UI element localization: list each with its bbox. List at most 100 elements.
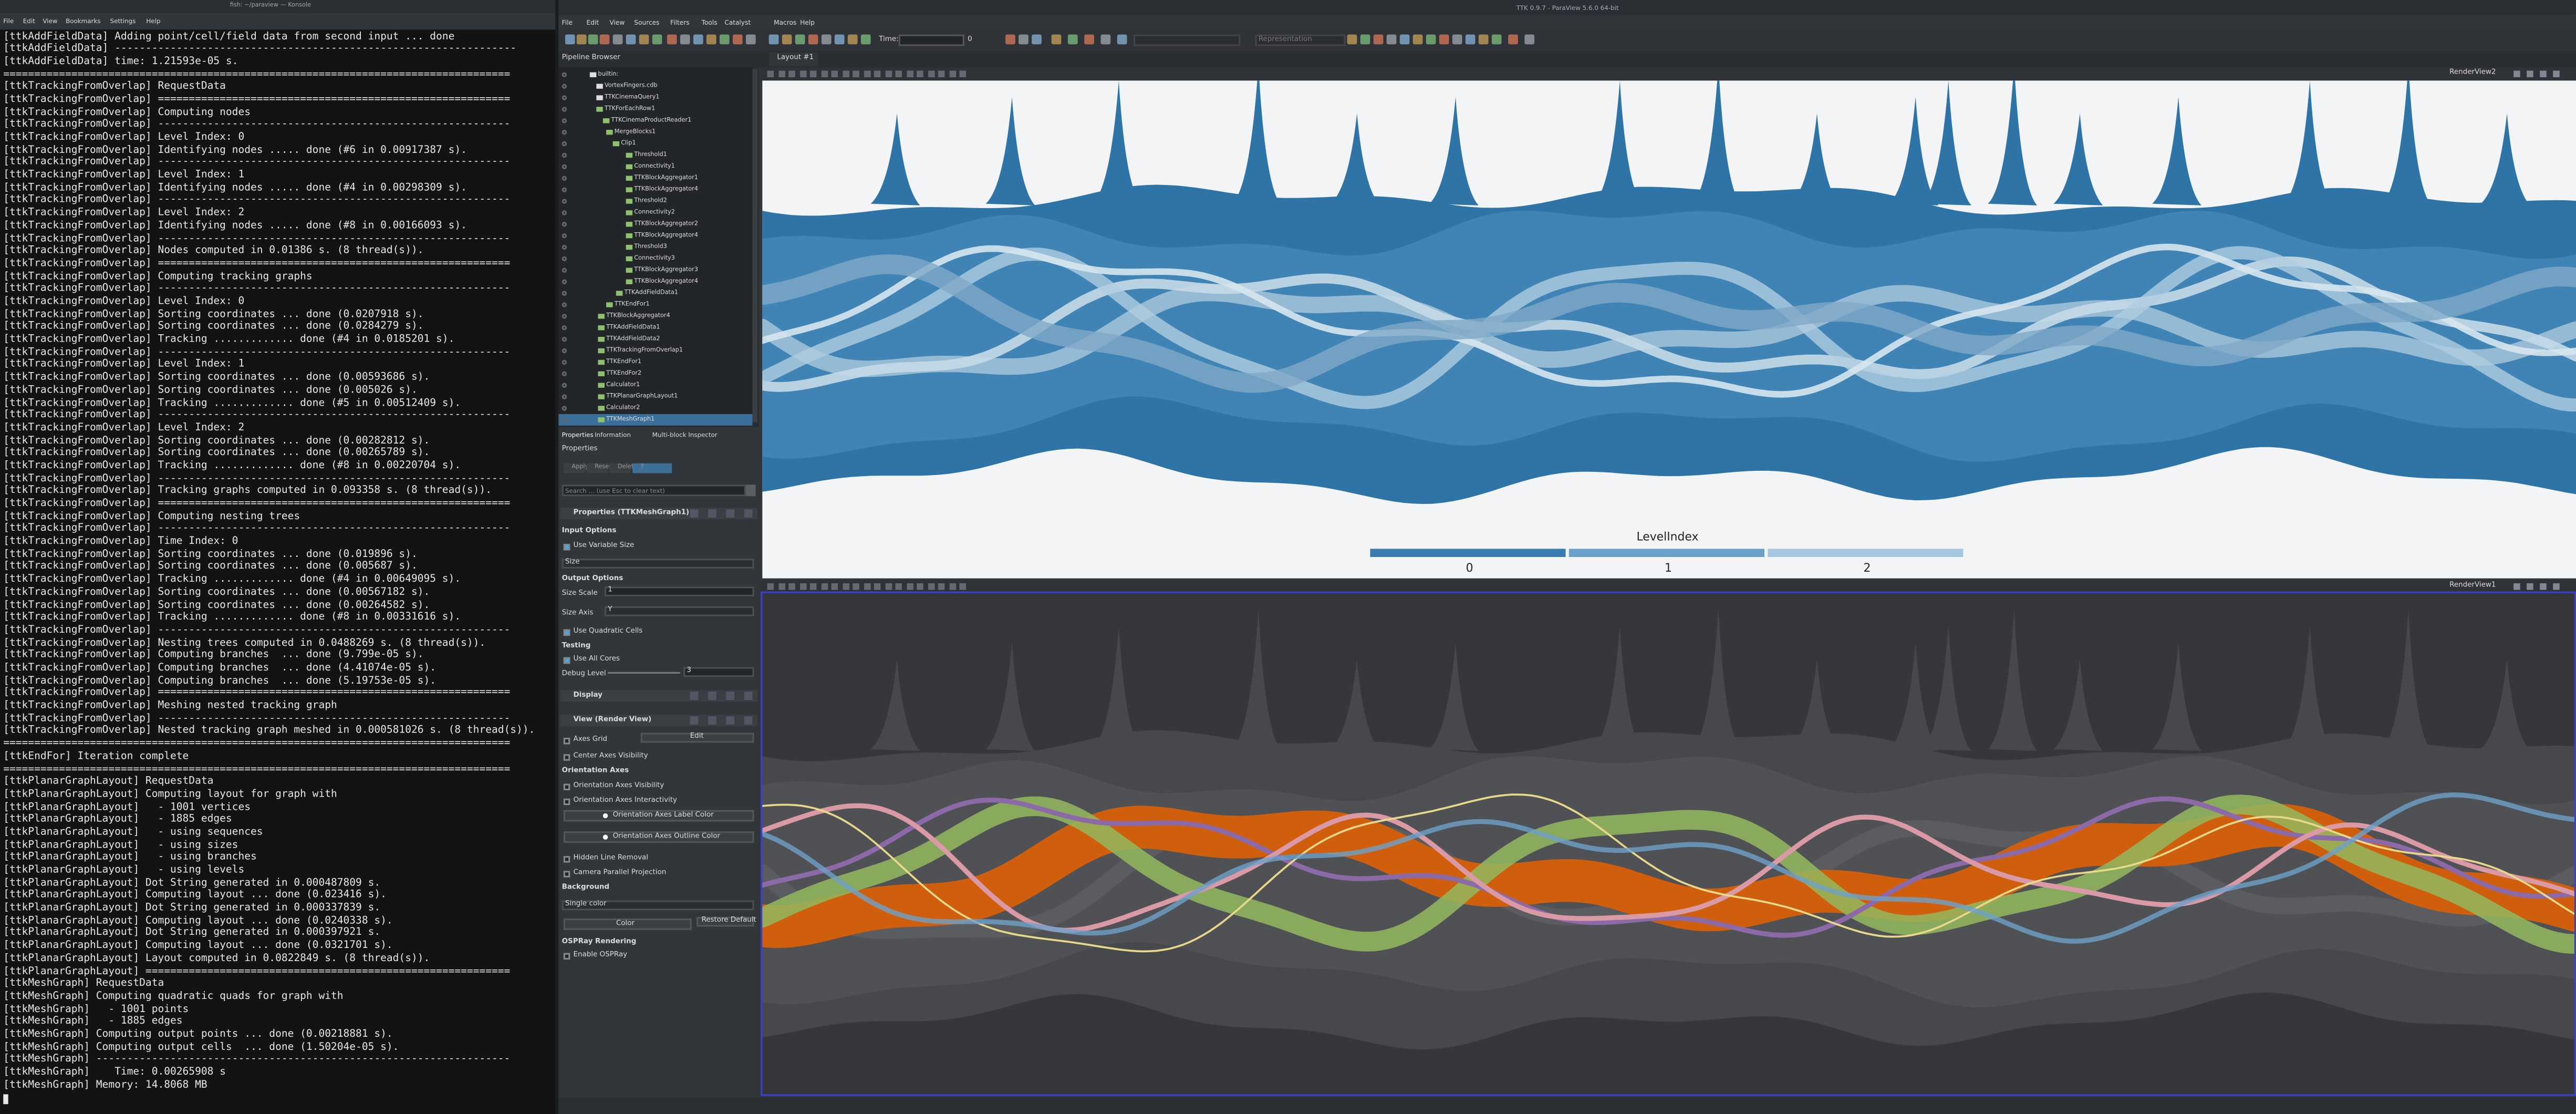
toolbar-dropdown[interactable] (1134, 34, 1241, 46)
eye-toggle[interactable] (562, 256, 567, 262)
menu-item[interactable]: Bookmarks (66, 16, 101, 25)
view-tool[interactable] (831, 70, 838, 77)
toolbar-button[interactable] (745, 34, 756, 45)
view-tool[interactable] (874, 70, 881, 77)
menu-item[interactable]: Help (146, 16, 161, 25)
dropdown[interactable] (562, 558, 754, 568)
toolbar-button[interactable] (808, 34, 818, 45)
eye-toggle[interactable] (562, 95, 567, 100)
eye-toggle[interactable] (562, 210, 567, 215)
section-icon[interactable] (726, 716, 735, 725)
debug-level-field[interactable] (683, 667, 754, 677)
eye-toggle[interactable] (562, 417, 567, 422)
pipeline-item[interactable]: TTKBlockAggregator4 (634, 231, 698, 238)
checkbox[interactable] (563, 782, 570, 790)
toolbar-button[interactable] (576, 34, 587, 45)
checkbox[interactable] (563, 952, 570, 959)
eye-toggle[interactable] (562, 72, 567, 77)
toolbar-button[interactable] (1051, 34, 1062, 45)
toolbar-button[interactable] (860, 34, 871, 45)
section-icon[interactable] (744, 716, 753, 725)
eye-toggle[interactable] (562, 371, 567, 377)
menu-item[interactable]: Sources (634, 18, 660, 27)
toolbar-button[interactable] (1524, 34, 1535, 45)
section-icon[interactable] (744, 509, 753, 518)
view-tool[interactable] (809, 583, 817, 590)
pipeline-item[interactable]: TTKCinemaQuery1 (604, 92, 660, 100)
panel-tab[interactable]: Multi-block Inspector (652, 429, 718, 438)
eye-toggle[interactable] (562, 279, 567, 284)
section-icon[interactable] (690, 509, 699, 518)
view-tool[interactable] (863, 583, 870, 590)
pipeline-scrollbar[interactable] (752, 69, 757, 422)
eye-toggle[interactable] (562, 84, 567, 89)
toolbar-button[interactable] (1465, 34, 1476, 45)
pipeline-item[interactable]: TTKAddFieldData2 (606, 334, 660, 341)
toolbar-button[interactable] (588, 34, 598, 45)
toolbar-button[interactable] (1452, 34, 1462, 45)
toolbar-button[interactable] (847, 34, 858, 45)
checkbox[interactable] (563, 543, 570, 550)
view-control[interactable] (2553, 70, 2560, 77)
pipeline-item[interactable]: TTKBlockAggregator4 (606, 311, 670, 318)
toolbar-button[interactable] (565, 34, 575, 45)
toolbar-button[interactable] (693, 34, 703, 45)
terminal-controls[interactable] (529, 3, 552, 10)
pipeline-item[interactable]: MergeBlocks1 (614, 127, 656, 134)
eye-toggle[interactable] (562, 267, 567, 273)
section-icon[interactable] (726, 692, 735, 700)
menu-item[interactable]: Help (800, 18, 815, 27)
eye-toggle[interactable] (562, 348, 567, 354)
toolbar-button[interactable] (1100, 34, 1111, 45)
view-tool[interactable] (788, 70, 795, 77)
checkbox[interactable] (563, 855, 570, 862)
toolbar-button[interactable] (1360, 34, 1370, 45)
pipeline-item[interactable]: Connectivity3 (634, 254, 675, 261)
view-tool[interactable] (820, 583, 827, 590)
checkbox[interactable] (563, 798, 570, 804)
menu-item[interactable]: File (562, 18, 573, 27)
section-icon[interactable] (690, 692, 699, 700)
eye-toggle[interactable] (562, 337, 567, 342)
pipeline-item[interactable]: TTKBlockAggregator3 (634, 265, 698, 272)
eye-toggle[interactable] (562, 383, 567, 388)
eye-toggle[interactable] (562, 244, 567, 250)
view-tool[interactable] (927, 70, 934, 77)
section-title[interactable]: View (Render View) (573, 716, 652, 725)
menu-item[interactable]: Tools (701, 18, 718, 27)
menu-item[interactable]: Filters (670, 18, 690, 27)
pipeline-item[interactable]: TTKBlockAggregator2 (634, 219, 698, 226)
toolbar-button[interactable] (667, 34, 677, 45)
toolbar-button[interactable] (639, 34, 649, 45)
time-field[interactable] (898, 34, 964, 46)
view-tool[interactable] (938, 583, 945, 590)
search-gear[interactable] (745, 484, 756, 497)
view-control[interactable] (2540, 583, 2547, 590)
view-tool[interactable] (853, 70, 859, 77)
view-tool[interactable] (777, 70, 785, 77)
view-tool[interactable] (863, 70, 870, 77)
checkbox[interactable] (563, 737, 570, 744)
toolbar-button[interactable] (821, 34, 832, 45)
toolbar-button[interactable] (599, 34, 610, 45)
toolbar-button[interactable] (1067, 34, 1078, 45)
section-icon[interactable] (708, 692, 716, 700)
menu-item[interactable]: Edit (586, 18, 599, 27)
toolbar-button[interactable] (834, 34, 845, 45)
view-tool[interactable] (949, 70, 955, 77)
view-tool[interactable] (842, 583, 849, 590)
view-tool[interactable] (853, 583, 859, 590)
properties-button[interactable] (563, 463, 585, 473)
view-tool[interactable] (809, 70, 817, 77)
menu-item[interactable]: Edit (23, 16, 35, 25)
toolbar-button[interactable] (1491, 34, 1502, 45)
toolbar-button[interactable] (1032, 34, 1042, 45)
toolbar-button[interactable] (1084, 34, 1094, 45)
pipeline-item[interactable]: Threshold1 (634, 150, 667, 157)
restore-default-button[interactable] (697, 916, 754, 927)
pipeline-item[interactable]: TTKMeshGraph1 (606, 415, 655, 422)
menu-item[interactable]: File (3, 16, 14, 25)
checkbox[interactable] (563, 628, 570, 635)
pipeline-item[interactable]: TTKAddFieldData1 (624, 288, 678, 295)
eye-toggle[interactable] (562, 394, 567, 399)
